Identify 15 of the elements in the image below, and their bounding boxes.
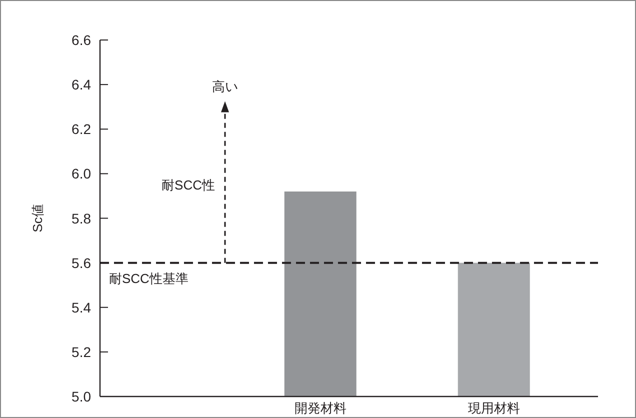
y-tick-label: 6.0 — [72, 166, 92, 182]
annotation: 高い — [212, 79, 238, 94]
y-tick-label: 5.0 — [72, 388, 92, 404]
y-tick-label: 6.6 — [72, 32, 92, 48]
x-tick-label: 現用材料 — [468, 400, 520, 416]
y-tick-label: 5.8 — [72, 210, 92, 226]
ref-line-label: 耐SCC性基準 — [109, 270, 188, 286]
y-tick-label: 5.4 — [72, 299, 92, 316]
y-tick-label: 5.2 — [72, 344, 92, 360]
y-tick-label: 5.6 — [72, 254, 92, 271]
y-axis-title: Sc値 — [30, 204, 45, 232]
y-tick-label: 6.2 — [72, 121, 92, 138]
x-tick-label: 開発材料 — [294, 400, 346, 416]
annotation: 耐SCC性 — [162, 177, 215, 192]
y-tick-label: 6.4 — [72, 76, 92, 93]
